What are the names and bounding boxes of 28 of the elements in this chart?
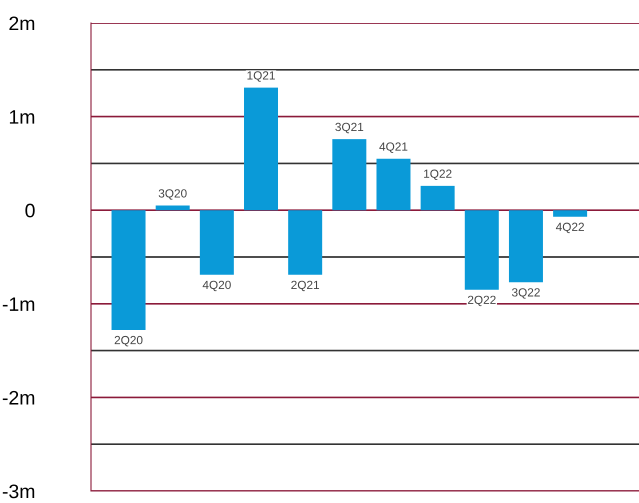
bar (508, 210, 543, 282)
bar (112, 210, 146, 330)
x-tick-label: 1Q21 (247, 71, 275, 82)
bar (156, 206, 190, 210)
y-tick-label: 2m (9, 16, 34, 30)
bar (420, 186, 455, 210)
x-tick-label: 4Q21 (379, 142, 408, 153)
x-tick-label: 3Q20 (158, 189, 187, 200)
bar (244, 88, 278, 210)
bar (332, 139, 366, 210)
y-tick-label: -3m (2, 484, 34, 498)
bar (553, 210, 588, 217)
x-tick-label: 1Q22 (424, 170, 452, 180)
bar (464, 210, 499, 290)
x-tick-label: 3Q22 (512, 288, 540, 299)
x-tick-label: 2Q22 (468, 296, 496, 306)
x-tick-label: 4Q20 (202, 280, 231, 292)
x-tick-label: 3Q21 (335, 122, 364, 134)
bar (288, 210, 322, 275)
y-tick-label: -2m (2, 390, 34, 404)
x-tick-label: 4Q22 (556, 222, 584, 234)
y-tick-label: -1m (2, 297, 34, 311)
y-tick-label: 0 (25, 204, 35, 218)
y-tick-label: 1m (10, 110, 34, 124)
x-tick-label: 2Q21 (291, 280, 320, 292)
bar (376, 158, 410, 210)
bar (200, 210, 234, 275)
x-tick-label: 2Q20 (114, 336, 143, 346)
